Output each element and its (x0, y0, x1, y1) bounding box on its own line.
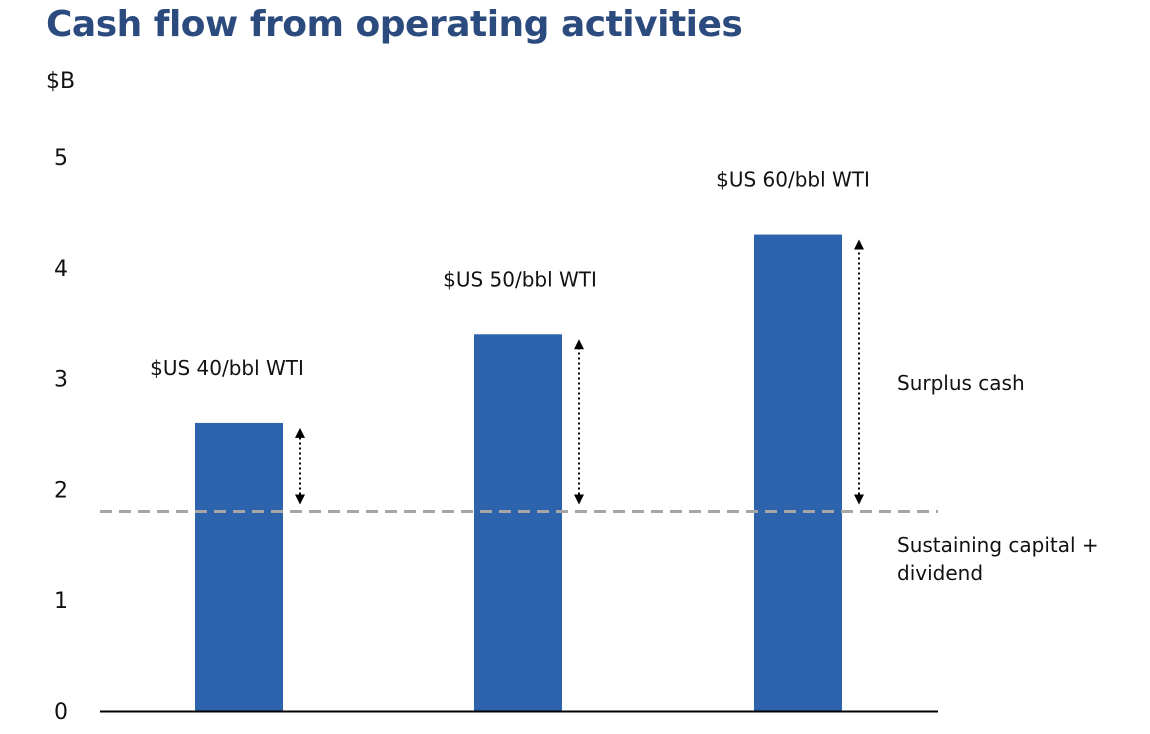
category-label: $US 60/bbl WTI (716, 168, 870, 192)
surplus-cash-label: Surplus cash (897, 371, 1025, 395)
category-label: $US 40/bbl WTI (150, 356, 304, 380)
bar-2 (474, 334, 562, 711)
y-tick-label: 4 (54, 257, 68, 282)
y-tick-label: 5 (54, 146, 68, 171)
chart-title: Cash flow from operating activities (46, 4, 743, 45)
category-label: $US 50/bbl WTI (443, 267, 597, 291)
reference-line-label: Sustaining capital + dividend (897, 533, 1099, 585)
arrows-layer (295, 239, 864, 505)
bar-3 (754, 234, 842, 711)
y-tick-label: 3 (54, 368, 68, 393)
text-layer: $B 0 1 2 3 4 5 $US 40/bbl WTI $US 50/bbl WTI $US … (46, 69, 1099, 725)
y-tick-label: 2 (54, 478, 68, 503)
y-axis-unit-label: $B (46, 69, 75, 94)
reference-line-layer (100, 510, 938, 713)
y-tick-label: 1 (54, 589, 68, 614)
bars-layer (195, 234, 842, 711)
y-tick-label: 0 (54, 700, 68, 725)
bar-1 (195, 422, 283, 711)
